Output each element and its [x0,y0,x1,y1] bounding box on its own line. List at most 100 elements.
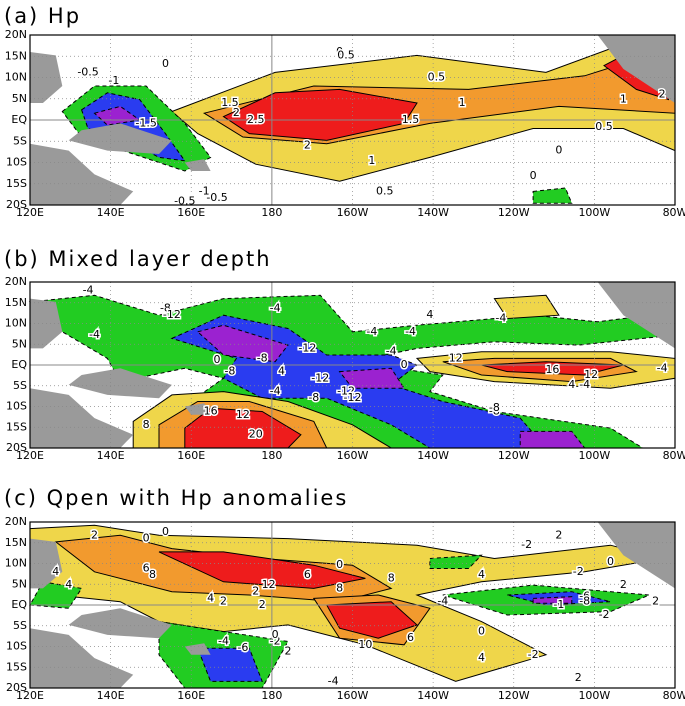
contour-label: 0 [162,57,169,70]
contour-label: 4 [426,308,433,321]
contour-label: 2 [285,644,292,657]
contour-label: -8 [224,365,235,378]
contour-label: -4 [328,674,339,687]
contour-label: 4 [568,378,575,391]
contour-label: 2 [304,139,311,152]
lon-label: 140W [417,206,449,219]
contour-label: -4 [270,385,281,398]
map-panel: (b) Mixed layer depth 120E 140E 160E 180 160W… [4,247,685,462]
contour-label: 0.5 [595,120,613,133]
lon-label: 140W [417,689,449,702]
lat-label: 5N [12,92,27,105]
lat-label: 5S [13,619,27,632]
contour-label: -1 [199,184,210,197]
contour-label: 8 [388,571,395,584]
lon-label: 120W [498,689,530,702]
contour-label: 0 [336,45,343,58]
contour-label: -6 [579,590,590,603]
contour-label: -2 [573,565,584,578]
panel-title: (b) Mixed layer depth [4,247,272,271]
lon-label: 80W [663,689,685,702]
map-panel: (a) Hp 120E 140E 160E 180 160W 140W 120W 100W 80W… [4,4,685,219]
contour-label: -12 [337,385,355,398]
contour-label: -8 [308,391,319,404]
contour-fill [325,601,418,639]
contour-label: 1.5 [221,96,239,109]
contour-label: 1 [459,96,466,109]
contour-label: -0.5 [174,195,195,208]
lon-label: 80W [663,206,685,219]
contour-fill [429,554,483,569]
contour-label: 8 [149,568,156,581]
contour-label: -6 [237,641,248,654]
contour-label: -0.5 [77,65,98,78]
lon-label: 120E [16,689,44,702]
contour-label: 2 [555,528,562,541]
contour-label: 0 [162,525,169,538]
contour-label: -4 [405,325,416,338]
contour-label: 4 [478,651,485,664]
contour-label: -8 [489,404,500,417]
map-frame [29,34,676,206]
lon-label: 140E [97,206,125,219]
lat-label: 20S [6,441,27,454]
land [184,159,211,171]
contour-label: -4 [366,325,377,338]
land [30,143,134,205]
contour-label: 0 [555,144,562,157]
contour-label: 2 [91,528,98,541]
map-panel: (c) Qpen with Hp anomalies 120E 140E 160E 18… [4,486,685,702]
lon-label: 160W [337,206,369,219]
lat-label: 20S [6,681,27,694]
lat-label: 5S [13,379,27,392]
contour-label: 6 [407,631,414,644]
lon-label: 160E [177,689,205,702]
contour-label: -2 [599,608,610,621]
lon-label: 180 [261,206,282,219]
land [597,522,675,589]
land [30,388,134,448]
contour-fill [532,596,573,604]
lat-label: 15S [6,420,27,433]
contour-label: -12 [344,391,362,404]
contour-label: 4 [278,365,285,378]
contour-label: -4 [579,378,590,391]
contour-label: 0 [336,558,343,571]
contour-label: -8 [489,401,500,414]
contour-label: 1 [368,154,375,167]
contour-label: 16 [204,404,218,417]
contour-label: 0 [214,353,221,366]
lon-label: 80W [663,449,685,462]
contour-label: 2 [233,106,240,119]
lon-label: 180 [261,449,282,462]
land [597,35,675,103]
contour-fill [196,324,289,363]
contour-label: 16 [545,363,559,376]
land [68,123,172,154]
contour-label: 2 [259,598,266,611]
lat-label: 10S [6,156,27,169]
contour-label: 0 [401,358,408,371]
contour-label: 2 [620,578,627,591]
contour-label: -0.5 [206,191,227,204]
lon-label: 100W [578,206,610,219]
contour-label: -8 [579,595,590,608]
contour-label: 6 [143,561,150,574]
land [597,282,675,349]
contour-label: 12 [262,578,276,591]
contour-label: 4 [52,565,59,578]
panel-title: (a) Hp [4,4,81,28]
lat-label: 5N [12,577,27,590]
contour-label: 2 [220,595,227,608]
contour-label: 2.5 [247,113,265,126]
lon-label: 120E [16,449,44,462]
contour-label: 1 [620,93,627,106]
contour-label: -4 [657,361,668,374]
lat-label: 10S [6,400,27,413]
lon-label: 160W [337,449,369,462]
contour-label: 0 [530,169,537,182]
contour-fill [29,581,83,609]
contour-label: 10 [358,638,372,651]
contour-fill [338,367,406,389]
lat-label: 5S [13,134,27,147]
